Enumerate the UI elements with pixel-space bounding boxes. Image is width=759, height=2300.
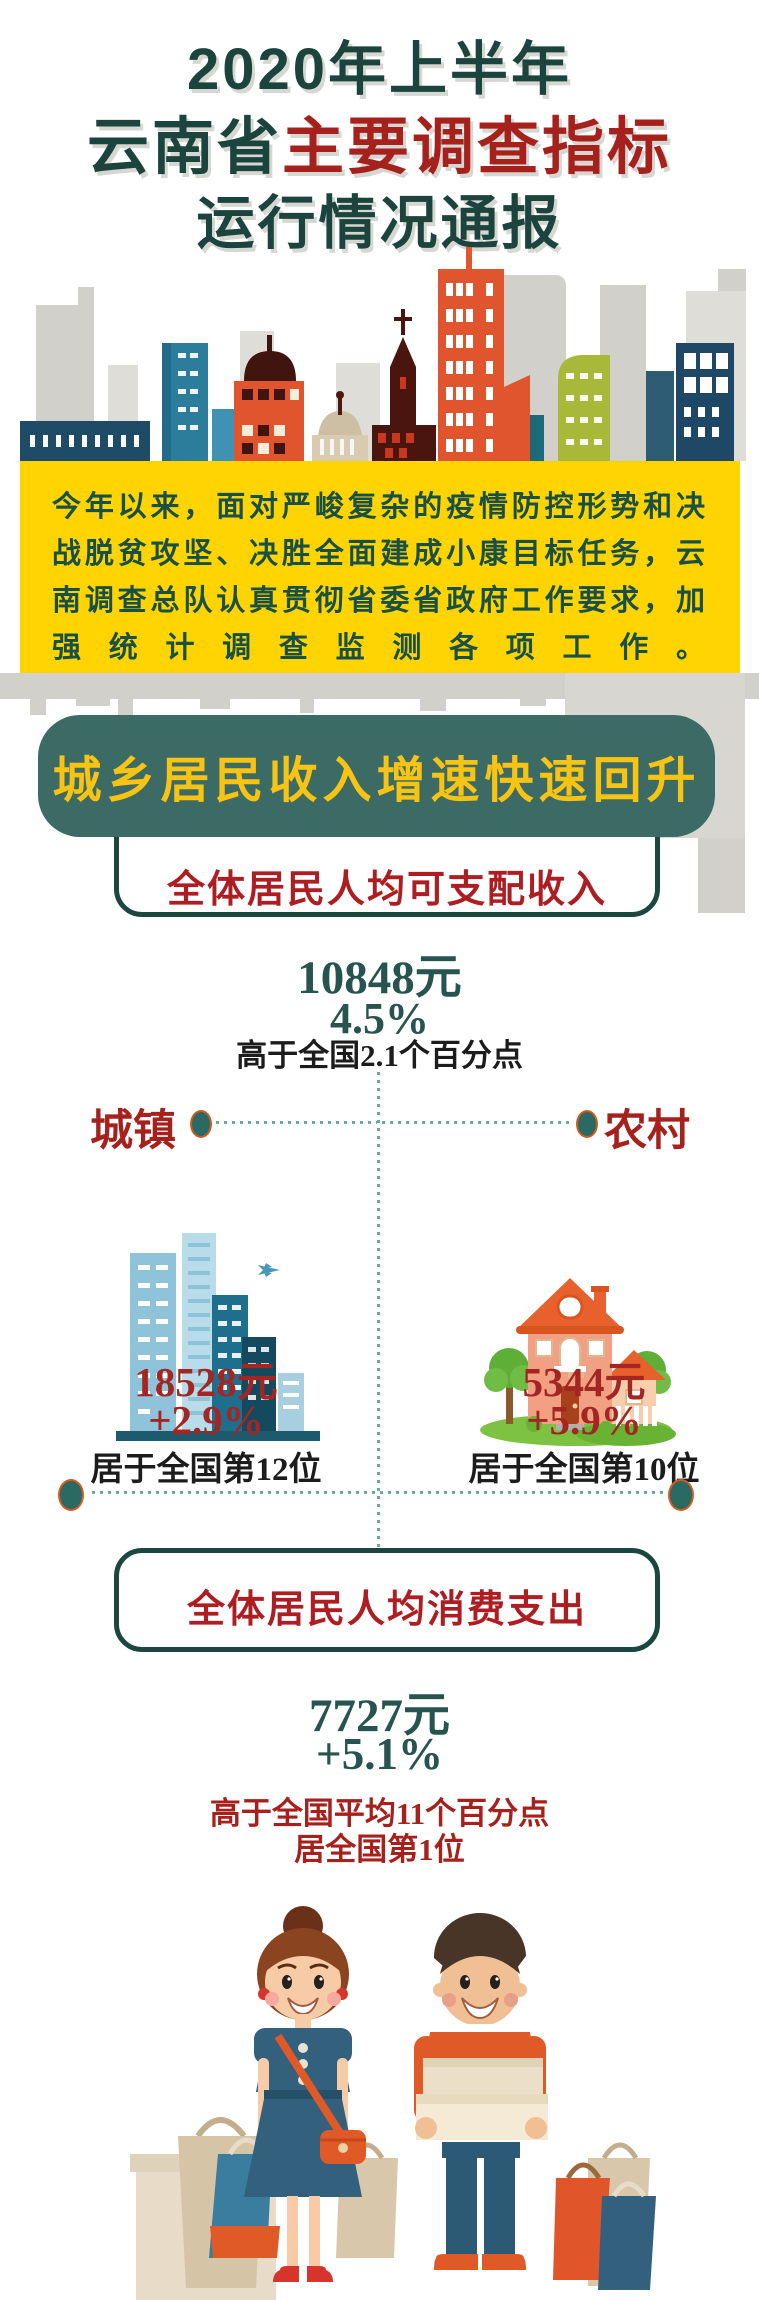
- shoppers-illustration: [130, 1906, 656, 2300]
- divider-right-dot: [668, 1479, 694, 1511]
- rural-label: 农村: [604, 1107, 690, 1155]
- expenditure-value: 7727元: [309, 1690, 450, 1742]
- urban-growth: +2.9%: [148, 1397, 264, 1443]
- income-box-title: 全体居民人均可支配收入: [166, 869, 607, 911]
- rural-rank: 居于全国第10位: [468, 1452, 700, 1488]
- urban-rank: 居于全国第12位: [90, 1452, 322, 1488]
- income-growth: 4.5%: [330, 994, 429, 1043]
- intro-highlight-box: [20, 461, 740, 673]
- rural-growth: +5.9%: [526, 1397, 642, 1443]
- page-title-region: 云南省: [86, 113, 282, 182]
- expenditure-note1: 高于全国平均11个百分点: [209, 1796, 550, 1831]
- rural-house-illustration: [480, 1278, 676, 1446]
- page-title-highlight: 主要调查指标: [282, 113, 673, 182]
- divider-dotted-line: [92, 1491, 668, 1494]
- urban-dotted-line: [216, 1121, 377, 1124]
- expenditure-note2: 居全国第1位: [294, 1832, 465, 1867]
- intro-paragraph: 今年以来，面对严峻复杂的疫情防控形势和决战脱贫攻坚、决胜全面建成小康目标任务，云…: [52, 491, 708, 664]
- expenditure-box: [114, 1548, 660, 1652]
- rural-value: 5344元: [522, 1359, 646, 1405]
- income-value: 10848元: [297, 952, 462, 1004]
- section-banner-label: 城乡居民收入增速快速回升: [52, 753, 701, 808]
- rural-node-dot: [576, 1110, 598, 1138]
- page-title-line3: 运行情况通报: [196, 191, 563, 256]
- rural-dotted-line: [382, 1121, 574, 1124]
- urban-label: 城镇: [90, 1107, 176, 1155]
- income-note: 高于全国2.1个百分点: [236, 1038, 523, 1073]
- urban-value: 18528元: [134, 1359, 278, 1405]
- urban-node-dot: [190, 1110, 212, 1138]
- page-title-line2: 云南省主要调查指标: [0, 96, 759, 186]
- center-dotted-line: [377, 1072, 380, 1565]
- city-skyline-illustration: [20, 247, 746, 461]
- section-banner: 城乡居民收入增速快速回升: [38, 715, 715, 837]
- urban-buildings-illustration: [116, 1233, 320, 1441]
- divider-left-dot: [58, 1479, 84, 1511]
- expenditure-growth: +5.1%: [316, 1729, 443, 1779]
- expenditure-box-title: 全体居民人均消费支出: [186, 1589, 587, 1631]
- page-title-line1: 2020年上半年: [186, 37, 573, 102]
